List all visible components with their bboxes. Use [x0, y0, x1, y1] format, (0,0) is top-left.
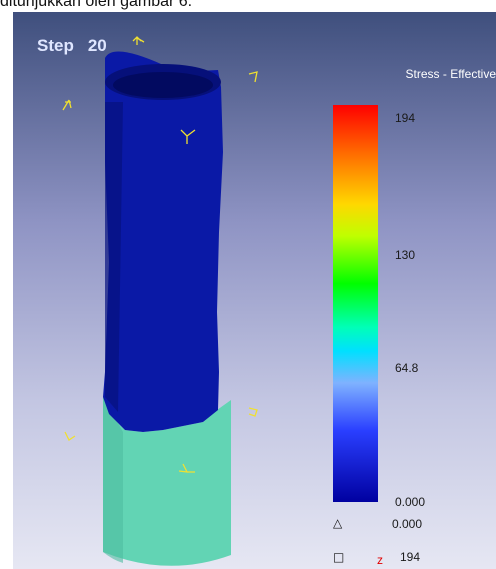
legend-tick-64-8: 64.8: [395, 361, 419, 375]
simulation-viewport[interactable]: Step 20 Stress - Effective 194 130 64.8 0…: [13, 12, 496, 569]
step-value: 20: [87, 36, 107, 55]
triangle-icon: △: [333, 516, 343, 530]
axis-marker-icon: [180, 129, 196, 144]
axis-marker-icon: [248, 71, 258, 83]
axis-marker-icon: [178, 463, 195, 473]
square-icon: □: [333, 550, 345, 564]
legend-tick-130: 130: [395, 248, 416, 262]
stress-colorbar: [333, 105, 378, 502]
upper-tube-section: [103, 51, 223, 433]
axis-marker-icon: [64, 431, 76, 441]
deformed-tube-model: [103, 51, 231, 566]
step-indicator: Step 20: [37, 36, 107, 56]
legend-max-value: 194: [400, 550, 421, 564]
legend-min-value: 0.000: [392, 517, 423, 531]
axis-marker-icon: [248, 407, 258, 417]
legend-tick-194: 194: [395, 111, 416, 125]
document-caption: ditunjukkan oleh gambar 6.: [0, 0, 193, 10]
step-label: Step: [37, 36, 74, 55]
lower-tube-section: [103, 397, 231, 566]
legend-tick-0: 0.000: [395, 495, 426, 509]
legend-title: Stress - Effective: [405, 67, 496, 81]
axis-marker-icon: [132, 36, 145, 45]
z-axis-label: z: [377, 553, 383, 567]
axis-marker-icon: [62, 99, 72, 111]
